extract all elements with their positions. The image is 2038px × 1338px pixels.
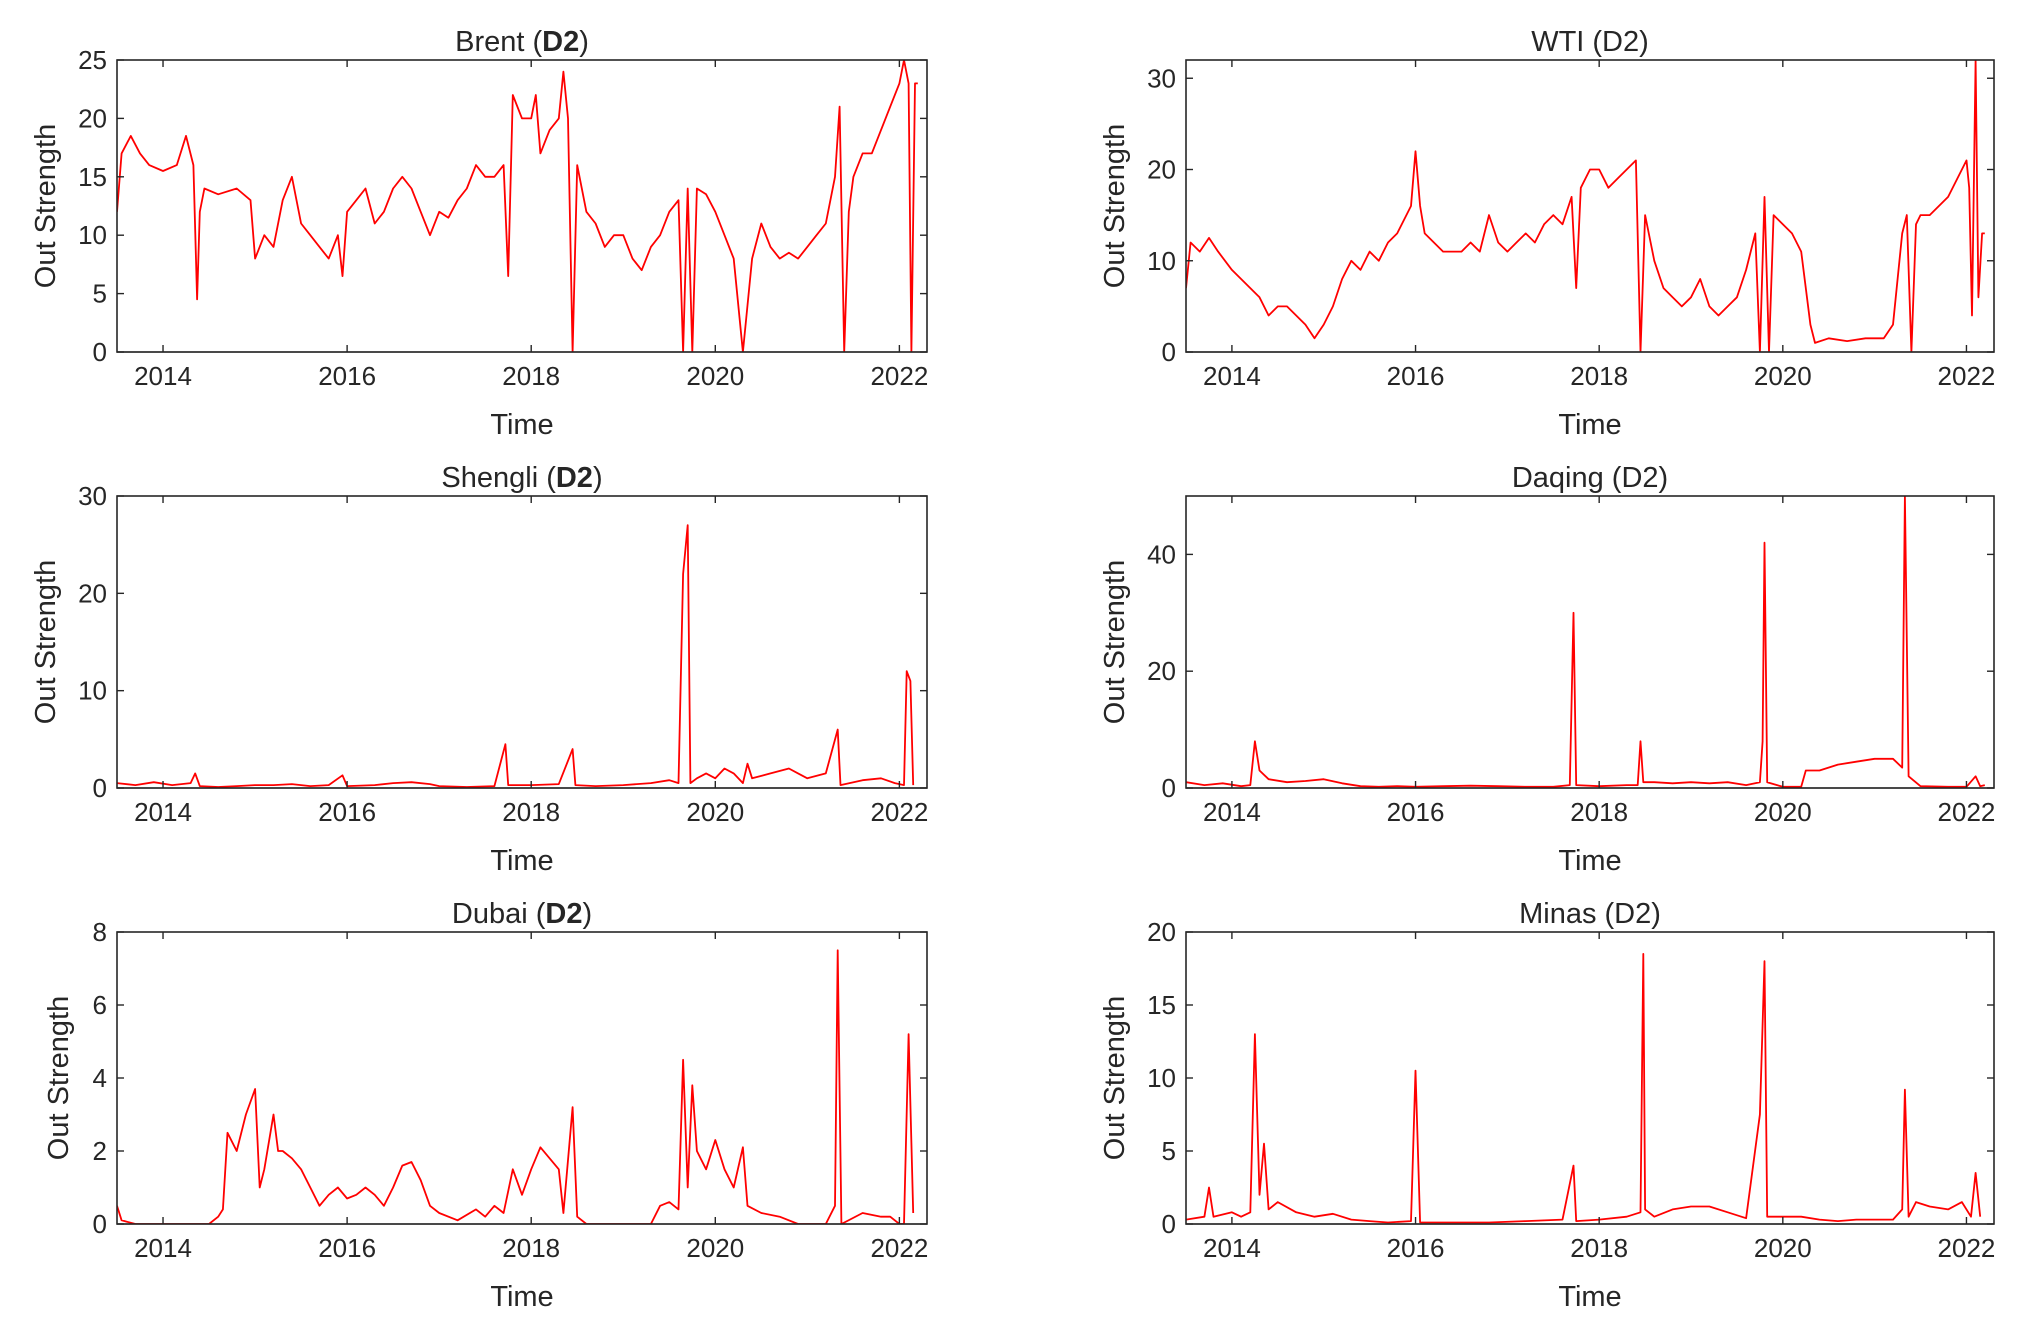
- x-tick-label: 2016: [1387, 1233, 1445, 1263]
- x-tick-label: 2022: [870, 361, 928, 391]
- x-tick-label: 2022: [1938, 361, 1996, 391]
- chart-title: Shengli (D2): [441, 462, 602, 494]
- x-tick-label: 2016: [318, 797, 376, 827]
- y-tick-label: 8: [93, 917, 107, 947]
- y-tick-label: 0: [93, 337, 107, 367]
- axes-frame: [116, 59, 928, 353]
- x-axis-label: Time: [490, 1281, 553, 1313]
- x-tick-label: 2018: [1570, 361, 1628, 391]
- chart-title: Minas (D2): [1519, 898, 1661, 930]
- y-tick-label: 20: [1147, 155, 1176, 185]
- x-tick-label: 2014: [134, 797, 192, 827]
- panel-dubai: Dubai (D2) Out Strength Time 2014 2016 201…: [43, 898, 928, 1313]
- axes-frame: [1185, 931, 1995, 1225]
- axes-frame: [1185, 59, 1995, 353]
- chart-title: Daqing (D2): [1512, 462, 1668, 494]
- x-tick-label: 2022: [870, 1233, 928, 1263]
- y-tick-label: 20: [78, 578, 107, 608]
- panel-wti: WTI (D2) Out Strength Time 2014 2016 2018 2…: [1099, 26, 1995, 441]
- y-tick-label: 0: [93, 773, 107, 803]
- chart-title: WTI (D2): [1531, 26, 1649, 58]
- y-tick-label: 20: [1147, 917, 1176, 947]
- y-tick-label: 20: [78, 103, 107, 133]
- y-tick-label: 5: [1162, 1136, 1176, 1166]
- axes-frame: [116, 495, 928, 789]
- y-tick-label: 2: [93, 1136, 107, 1166]
- x-tick-label: 2014: [134, 361, 192, 391]
- y-tick-label: 40: [1147, 539, 1176, 569]
- y-axis-label: Out Strength: [30, 560, 62, 724]
- series-line: [1186, 60, 1985, 352]
- y-tick-label: 10: [1147, 1063, 1176, 1093]
- y-axis-label: Out Strength: [1099, 560, 1131, 724]
- y-tick-label: 15: [78, 162, 107, 192]
- x-tick-label: 2020: [686, 361, 744, 391]
- panel-minas: Minas (D2) Out Strength Time 2014 2016 201…: [1099, 898, 1995, 1313]
- x-tick-label: 2016: [1387, 361, 1445, 391]
- y-tick-label: 10: [78, 676, 107, 706]
- y-tick-label: 6: [93, 990, 107, 1020]
- x-tick-label: 2022: [1938, 797, 1996, 827]
- y-tick-label: 10: [78, 220, 107, 250]
- y-tick-label: 5: [93, 279, 107, 309]
- y-axis-label: Out Strength: [30, 124, 62, 288]
- chart-title: Dubai (D2): [452, 898, 592, 930]
- series-line: [1186, 953, 1982, 1224]
- y-axis-label: Out Strength: [1099, 124, 1131, 288]
- x-tick-label: 2018: [502, 1233, 560, 1263]
- y-tick-label: 15: [1147, 990, 1176, 1020]
- x-tick-label: 2018: [1570, 797, 1628, 827]
- x-tick-label: 2018: [1570, 1233, 1628, 1263]
- y-axis-label: Out Strength: [43, 996, 75, 1160]
- x-tick-label: 2020: [1754, 361, 1812, 391]
- x-tick-label: 2016: [318, 1233, 376, 1263]
- x-axis-label: Time: [490, 845, 553, 877]
- x-tick-label: 2018: [502, 797, 560, 827]
- x-tick-label: 2018: [502, 361, 560, 391]
- y-axis-label: Out Strength: [1099, 996, 1131, 1160]
- axes-frame: [1185, 495, 1995, 789]
- y-tick-label: 4: [93, 1063, 107, 1093]
- x-axis-label: Time: [1558, 409, 1621, 441]
- x-tick-label: 2020: [1754, 1233, 1812, 1263]
- x-tick-label: 2020: [1754, 797, 1812, 827]
- y-tick-label: 0: [1162, 1209, 1176, 1239]
- x-tick-label: 2014: [1203, 1233, 1261, 1263]
- x-tick-label: 2016: [1387, 797, 1445, 827]
- y-tick-label: 20: [1147, 656, 1176, 686]
- x-tick-label: 2020: [686, 797, 744, 827]
- x-tick-label: 2014: [1203, 361, 1261, 391]
- x-tick-label: 2022: [870, 797, 928, 827]
- axes-frame: [116, 931, 928, 1225]
- x-tick-label: 2014: [134, 1233, 192, 1263]
- panel-daqing: Daqing (D2) Out Strength Time 2014 2016 20…: [1099, 462, 1995, 877]
- x-axis-label: Time: [1558, 1281, 1621, 1313]
- y-tick-label: 0: [1162, 773, 1176, 803]
- panel-brent: Brent (D2) Out Strength Time 2014 2016 201…: [30, 26, 928, 441]
- series-line: [117, 949, 915, 1224]
- y-tick-label: 30: [78, 481, 107, 511]
- series-line: [117, 524, 915, 788]
- x-tick-label: 2020: [686, 1233, 744, 1263]
- y-tick-label: 10: [1147, 246, 1176, 276]
- x-tick-label: 2014: [1203, 797, 1261, 827]
- y-tick-label: 30: [1147, 63, 1176, 93]
- chart-title: Brent (D2): [455, 26, 589, 58]
- series-line: [1186, 496, 1986, 788]
- y-tick-label: 0: [1162, 337, 1176, 367]
- x-axis-label: Time: [1558, 845, 1621, 877]
- y-tick-label: 25: [78, 45, 107, 75]
- x-tick-label: 2016: [318, 361, 376, 391]
- series-line: [117, 60, 918, 352]
- x-tick-label: 2022: [1938, 1233, 1996, 1263]
- x-axis-label: Time: [490, 409, 553, 441]
- panel-shengli: Shengli (D2) Out Strength Time 2014 2016 2…: [30, 462, 928, 877]
- y-tick-label: 0: [93, 1209, 107, 1239]
